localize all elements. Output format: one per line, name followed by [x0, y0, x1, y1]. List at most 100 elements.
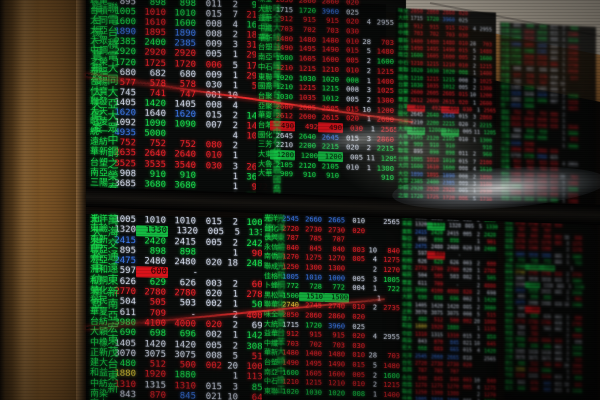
volume-lots: 4: [232, 131, 238, 142]
last-price: 898: [179, 247, 196, 258]
change-value: [555, 268, 566, 269]
volume-lots: 2: [372, 370, 377, 380]
volume-lots: 2: [232, 0, 238, 11]
change-value: [459, 329, 472, 330]
change-value: 006: [205, 59, 222, 71]
volume-lots: 1: [232, 50, 238, 61]
last-price: [534, 107, 547, 108]
change-value: 008: [205, 100, 222, 111]
ask-price: 1330: [136, 225, 168, 237]
change-value: 003: [205, 278, 222, 290]
last-price: -: [192, 268, 198, 279]
volume-lots: 4: [372, 332, 377, 341]
volume-price: [371, 13, 394, 14]
change-value: [551, 335, 562, 336]
change-value: [547, 139, 558, 140]
ask-price: 629: [149, 277, 166, 288]
ask-price: 910: [303, 170, 316, 180]
volume-lots: 1: [370, 124, 375, 134]
volume-price: 1025: [567, 105, 578, 112]
volume-price: [569, 226, 582, 227]
ask-price: 698: [149, 328, 166, 340]
change-value: [551, 298, 562, 299]
volume-lots: 1: [232, 171, 238, 182]
volume-lots: 1: [232, 151, 238, 162]
change-value: [455, 147, 468, 148]
change-value: [198, 273, 224, 274]
last-price: 845: [179, 391, 196, 400]
name-column-left-lower: 萬海交通遠東新南亞宏東茂台東新利大福裕中紡南亞: [90, 214, 119, 394]
change-value: [551, 231, 562, 232]
ask-price: 1030: [305, 388, 322, 397]
change-value: 005: [205, 340, 222, 351]
stock-name: 佳格: [402, 396, 413, 400]
last-price: 1090: [536, 98, 547, 104]
volume-price: [377, 328, 400, 329]
last-price: 503: [179, 298, 196, 310]
last-price: 696: [179, 329, 196, 340]
volume-lots: 2: [366, 65, 371, 76]
ask-price: 2480: [144, 256, 166, 268]
volume-price: 2565: [383, 217, 400, 227]
ask-price: 3075: [144, 349, 166, 360]
volume-price: [565, 90, 578, 91]
quote-rows: 光洋10051010101001521005東鹼1320133013200055…: [400, 214, 498, 400]
volume-lots: 3: [232, 382, 238, 393]
change-value: 015: [205, 216, 222, 228]
volume-price: [571, 312, 584, 313]
change-value: 020: [205, 258, 222, 269]
stock-name: 宏大: [505, 384, 513, 391]
volume-lots: 28: [362, 36, 371, 46]
volume-lots: 5: [366, 46, 371, 56]
change-value: 010: [458, 136, 468, 143]
change-value: [345, 241, 365, 242]
change-value: 002: [462, 274, 472, 282]
change-value: [547, 145, 558, 146]
last-price: 1090: [174, 119, 196, 131]
change-value: 005: [207, 227, 224, 238]
volume-price: [476, 37, 492, 38]
volume-lots: 1: [232, 289, 238, 300]
change-value: 005: [205, 237, 222, 248]
change-value: 020: [205, 319, 222, 331]
last-price: [534, 144, 547, 145]
last-price: 665: [543, 386, 551, 392]
quote-panel-right-lower: 光洋10051010101001521005東鹼1320133013200055…: [400, 214, 498, 400]
volume-price: 2955: [567, 161, 578, 168]
name-column-left-upper: 聯電台積電大同大亞大眾中鋼之榮泰福台揚仁寶聯發大天昭凌: [90, 2, 119, 194]
volume-lots: 3: [366, 85, 371, 95]
volume-price: [480, 367, 496, 368]
change-value: 010: [205, 150, 222, 162]
change-value: 005: [352, 255, 365, 264]
volume-price: 2955: [383, 332, 400, 342]
volume-lots: 7: [232, 10, 238, 21]
last-price: 1310: [174, 380, 196, 392]
volume-lots: 4: [476, 348, 480, 355]
volume-lots: 2: [366, 143, 371, 153]
last-price: 3075: [174, 350, 196, 361]
change-value: 005: [462, 231, 472, 238]
volume-lots: 2: [232, 121, 238, 132]
volume-price: [371, 3, 394, 4]
volume-lots: 18: [227, 258, 238, 269]
bid-price: 668: [517, 385, 525, 391]
change-value: 005: [554, 289, 562, 295]
volume-lots: 1: [232, 299, 238, 311]
volume-price: 2480: [572, 302, 582, 308]
last-price: 626: [179, 278, 196, 289]
volume-price: [565, 152, 578, 153]
change-value: 030: [205, 160, 222, 172]
change-value: 002: [205, 299, 222, 310]
volume-price: 1420: [572, 387, 582, 394]
volume-lots: 10: [368, 246, 377, 255]
volume-price: [476, 15, 492, 16]
change-value: 002: [554, 326, 562, 332]
quote-rows: 光洋2545266026650102565台化272027302730020長興…: [504, 214, 598, 395]
change-value: [196, 376, 222, 377]
change-value: 030: [205, 80, 222, 91]
change-value: [461, 257, 474, 258]
volume-price: [565, 84, 578, 85]
volume-lots: 1: [232, 80, 238, 91]
volume-lots: 3: [372, 275, 377, 284]
